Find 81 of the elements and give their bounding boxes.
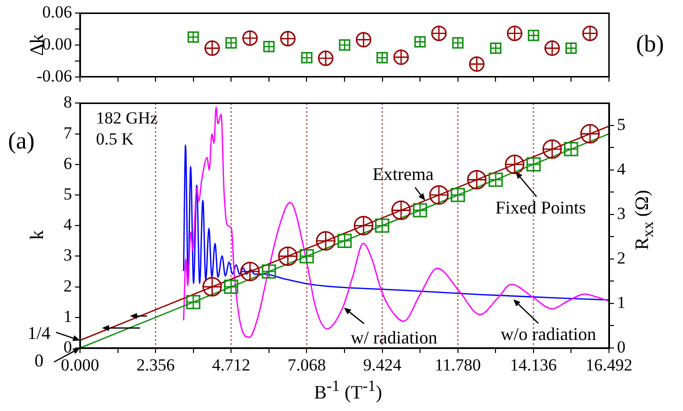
point [412,203,428,218]
point [242,30,258,46]
x-tick-label: 14.136 [510,356,557,375]
point [188,31,199,43]
point [391,200,411,220]
y-tick-label: 0 [64,337,72,356]
y-tick-label: 7 [64,123,72,142]
y-tick-label: 4 [64,215,72,234]
x-tick-label: 0.000 [60,356,100,375]
point [393,49,409,65]
point [354,216,374,236]
point [280,30,296,46]
y2-tick-label: 0 [617,337,626,356]
y-tick-label: 0.06 [42,2,72,22]
point [429,185,449,205]
point [528,30,540,42]
text: (a) [8,128,35,154]
point [450,188,465,202]
y-tick-label: 6 [64,154,72,173]
x-tick-label: 16.492 [586,356,632,375]
point [318,50,334,66]
point [301,52,312,64]
y2-tick-label: 4 [617,159,626,178]
annotation: Fixed Points [495,197,586,218]
y2-tick-label: 2 [617,248,626,268]
point [490,42,502,54]
point [469,56,485,72]
y-tick-label: 3 [64,246,72,265]
point [186,294,200,310]
x-tick-label: 4.712 [212,356,250,375]
y-tick-label: 0.00 [42,34,72,54]
point [376,52,388,64]
text: (b) [636,31,664,58]
point [526,157,541,172]
y-tick-label: 1 [64,306,72,326]
annotation: Extrema [372,164,434,184]
point [263,40,275,52]
y-tick-label: 8 [64,92,72,112]
point [240,262,260,282]
y-tick-label: 5 [64,184,72,204]
y-tick-label: 2 [64,276,72,296]
x-tick-label: 2.356 [136,356,175,375]
point [582,26,598,42]
point [375,218,390,233]
y-axis-title: k [27,230,49,240]
point [338,39,350,51]
point [504,154,524,174]
point [431,26,447,42]
annotation: w/ radiation [350,327,438,348]
point [506,26,522,42]
y2-tick-label: 1 [617,292,626,312]
point [414,36,426,48]
x-tick-label: 9.424 [363,356,402,375]
point [338,234,352,248]
point [564,142,578,156]
point [488,172,503,187]
x-axis-title: B$^{-1}$ (T$^{-1}$) [314,378,382,404]
y-tick-label: -0.06 [36,66,72,86]
x-tick-label: 7.068 [288,356,326,375]
x-tick-label: 11.780 [434,356,481,375]
annotation: w/o radiation [500,324,596,344]
point [316,231,336,251]
y2-tick-label: 3 [617,204,626,223]
point [204,40,220,56]
point [452,37,464,49]
point [542,139,562,159]
point [225,37,237,49]
point [278,246,298,266]
point [202,277,222,297]
annotation: 0.5 K [96,129,134,148]
point [565,42,577,54]
point [356,32,372,48]
point [580,124,600,144]
point [544,40,560,56]
line-series [182,144,609,301]
annotation: 1/4 [27,323,51,344]
y2-tick-label: 5 [617,114,626,134]
point [262,264,276,279]
point [224,280,238,294]
point [467,170,487,190]
annotation: 182 GHz [96,108,158,128]
